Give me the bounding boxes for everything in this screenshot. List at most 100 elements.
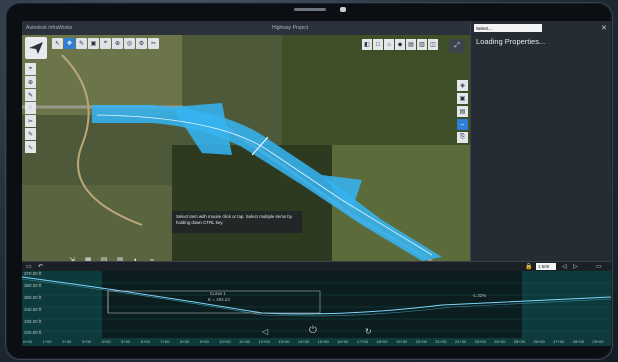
- profile-view[interactable]: Curve 1 K = 193.24 -1.32% 370.00 ft 360.…: [22, 271, 611, 338]
- left-tool-curve[interactable]: ∿: [25, 141, 36, 153]
- maximize-icon[interactable]: ▭: [596, 264, 602, 270]
- station-label: 24+00: [494, 339, 506, 344]
- app-title: Autodesk InfraWorks: [26, 25, 73, 31]
- lock-icon[interactable]: 🔒: [525, 264, 533, 270]
- left-tool-lasso[interactable]: ◌: [25, 102, 36, 114]
- elevation-label: 340.00 ft: [24, 307, 42, 312]
- map-bottom-toolbar: ⇲ ▦ ▤ ▥ ◐ ⌁: [66, 255, 158, 262]
- view-tool-5[interactable]: ▤: [406, 39, 416, 50]
- bottom-tool-4[interactable]: ▥: [116, 257, 124, 261]
- road-centerline: [96, 114, 433, 256]
- bottom-tool-3[interactable]: ▤: [100, 257, 108, 261]
- station-label: 14+00: [297, 339, 310, 344]
- copy-tool[interactable]: ⎘: [457, 132, 468, 143]
- add-tool[interactable]: ⊕: [112, 38, 123, 49]
- view-tool-2[interactable]: □: [373, 39, 383, 50]
- loading-properties-text: Loading Properties...: [476, 37, 546, 46]
- elevation-label: 370.00 ft: [24, 271, 42, 276]
- target-tool[interactable]: ◎: [124, 38, 135, 49]
- profile-toolbar: ▭ ↶ 🔒 1:500 ◁ ▷ ▭: [22, 261, 611, 272]
- bottom-tool-2[interactable]: ▦: [84, 257, 92, 261]
- station-label: 7+00: [160, 339, 170, 344]
- station-label: 19+00: [396, 339, 408, 344]
- station-label: 2+00: [62, 339, 72, 344]
- station-label: 17+00: [356, 339, 368, 344]
- properties-panel: ✕ Loading Properties...: [470, 21, 611, 261]
- bottom-tool-6[interactable]: ⌁: [149, 257, 155, 261]
- right-side-toolbar: ◈ ▣ ▤ ⇔ ⎘: [457, 80, 468, 143]
- pan-tool[interactable]: ✥: [64, 38, 75, 49]
- profile-grid: [22, 282, 611, 332]
- station-label: 10+00: [219, 339, 231, 344]
- view-tool-4[interactable]: ◆: [395, 39, 405, 50]
- expand-icon[interactable]: ⤢: [449, 39, 465, 53]
- close-icon[interactable]: ✕: [601, 25, 607, 32]
- station-label: 4+00: [101, 339, 111, 344]
- elevation-label: 330.00 ft: [24, 319, 42, 324]
- undo-icon[interactable]: ↶: [38, 264, 44, 270]
- left-tool-cut[interactable]: ✂: [25, 115, 36, 127]
- station-label: 22+00: [454, 339, 467, 344]
- station-label: 3+00: [81, 339, 91, 344]
- existing-ground-line: [22, 278, 611, 317]
- locate-tool[interactable]: ⌖: [100, 38, 111, 49]
- view-tool-6[interactable]: ▥: [417, 39, 427, 50]
- local-road: [61, 54, 143, 226]
- previous-icon[interactable]: ◁: [562, 264, 567, 270]
- left-tool-locate[interactable]: ⌖: [25, 63, 36, 75]
- station-label: 13+00: [278, 339, 290, 344]
- bottom-tool-1[interactable]: ⇲: [69, 257, 75, 261]
- station-label: 11+00: [238, 339, 250, 344]
- map-viewport[interactable]: ↖ ✥ ✎ ▣ ⌖ ⊕ ◎ ⚙ ✂ ⌖ ⊕ ✎ ◌ ✂ ✎ ∿ ◧ □ ⌂ ◆ …: [22, 35, 470, 261]
- sketch-tool[interactable]: ✎: [76, 38, 87, 49]
- bottom-tool-5[interactable]: ◐: [133, 256, 139, 262]
- select-tool[interactable]: ↖: [52, 38, 63, 49]
- station-label: 8+00: [180, 339, 190, 344]
- properties-search-input[interactable]: [474, 24, 542, 32]
- app-logo-button[interactable]: [25, 37, 47, 59]
- left-tool-add[interactable]: ⊕: [25, 76, 36, 88]
- station-label: 1+00: [42, 339, 52, 344]
- elevation-label: 360.00 ft: [24, 283, 42, 288]
- vertical-curve-value: K = 193.24: [208, 297, 230, 302]
- profile-scale-field[interactable]: 1:500: [536, 263, 556, 270]
- profile-view-icon[interactable]: ▭: [26, 264, 32, 270]
- station-label: 29+00: [592, 339, 604, 344]
- cut-tool[interactable]: ✂: [148, 38, 159, 49]
- station-label: 27+00: [553, 339, 565, 344]
- view-toolbar: ◧ □ ⌂ ◆ ▤ ▥ ◫: [362, 39, 438, 50]
- settings-tool[interactable]: ⚙: [136, 38, 147, 49]
- selection-tooltip: Select item with mouse click or tap. Sel…: [172, 211, 302, 233]
- frame-tool[interactable]: ▣: [88, 38, 99, 49]
- view-tool-1[interactable]: ◧: [362, 39, 372, 50]
- rotate-icon[interactable]: ↻: [365, 327, 372, 336]
- home-view-button[interactable]: ⌂: [384, 39, 394, 50]
- back-icon[interactable]: ◁: [262, 327, 269, 336]
- power-icon[interactable]: ⏻: [309, 325, 317, 336]
- station-label: 6+00: [140, 339, 150, 344]
- side-tool-3[interactable]: ▤: [457, 106, 468, 117]
- station-label: 12+00: [258, 339, 270, 344]
- elevation-label: 350.00 ft: [24, 295, 42, 300]
- top-toolbar: ↖ ✥ ✎ ▣ ⌖ ⊕ ◎ ⚙ ✂: [52, 38, 159, 50]
- paper-plane-icon: [29, 42, 43, 54]
- camera-icon: [340, 7, 346, 12]
- side-tool-2[interactable]: ▣: [457, 93, 468, 104]
- grade-label: -1.32%: [472, 293, 487, 298]
- grading-area: [172, 103, 232, 155]
- station-label: 0+00: [23, 339, 33, 344]
- station-label: 23+00: [474, 339, 486, 344]
- station-marker: [251, 136, 269, 156]
- station-label: 15+00: [317, 339, 329, 344]
- left-tool-edit[interactable]: ✎: [25, 128, 36, 140]
- next-icon[interactable]: ▷: [573, 264, 578, 270]
- station-label: 18+00: [376, 339, 388, 344]
- station-axis: 0+00 1+00 2+00 3+00 4+00 5+00 6+00 7+00 8+00 9+00…: [22, 338, 611, 346]
- view-tool-7[interactable]: ◫: [428, 39, 438, 50]
- project-name: Highway Project: [272, 25, 309, 31]
- swap-tool[interactable]: ⇔: [457, 119, 468, 130]
- side-tool-1[interactable]: ◈: [457, 80, 468, 91]
- proposed-road-corridor[interactable]: [92, 105, 442, 261]
- left-tool-draw[interactable]: ✎: [25, 89, 36, 101]
- elevation-label: 320.00 ft: [24, 330, 42, 335]
